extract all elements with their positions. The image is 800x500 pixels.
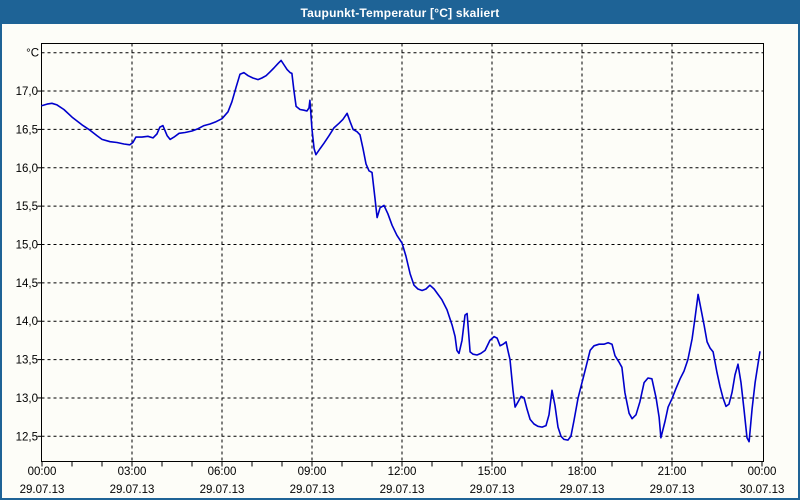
y-axis-label: 13,0 (16, 393, 38, 405)
y-axis-label: 17,0 (16, 86, 38, 98)
x-axis-date-label: 29.07.13 (20, 484, 65, 496)
x-axis-time-label: 21:00 (658, 466, 687, 478)
x-axis-date-label: 30.07.13 (740, 484, 785, 496)
chart-canvas: 17,0 16,5 16,0 15,5 15,0 14,5 14,0 13,5 13,0 12,5… (16, 43, 785, 496)
x-axis-date-label: 29.07.13 (470, 484, 515, 496)
window-title: Taupunkt-Temperatur [°C] skaliert (300, 6, 500, 20)
x-axis-date-label: 29.07.13 (650, 484, 695, 496)
x-axis-time-label: 12:00 (388, 466, 417, 478)
y-axis-label: 15,0 (16, 240, 38, 252)
x-axis-time-label: 00:00 (748, 466, 777, 478)
chart-area: 17,0 16,5 16,0 15,5 15,0 14,5 14,0 13,5 13,0 12,5… (2, 24, 798, 498)
dewpoint-temperature-line (41, 59, 761, 443)
y-axis-label: 16,5 (16, 124, 38, 136)
x-axis-time-label: 09:00 (298, 466, 327, 478)
y-axis-unit-label: °C (26, 48, 39, 60)
x-axis-date-label: 29.07.13 (290, 484, 335, 496)
x-axis-time-label: 15:00 (478, 466, 507, 478)
y-axis-label: 15,5 (16, 201, 38, 213)
y-axis-label: 14,5 (16, 278, 38, 290)
y-axis-label: 13,5 (16, 355, 38, 367)
x-axis-date-label: 29.07.13 (560, 484, 605, 496)
window-titlebar[interactable]: Taupunkt-Temperatur [°C] skaliert (2, 2, 798, 24)
x-axis-date-label: 29.07.13 (380, 484, 425, 496)
x-axis-date-label: 29.07.13 (200, 484, 245, 496)
x-axis-time-label: 00:00 (28, 466, 57, 478)
x-axis-time-label: 18:00 (568, 466, 597, 478)
y-axis-label: 16,0 (16, 163, 38, 175)
y-axis-label: 14,0 (16, 316, 38, 328)
y-axis-label: 12,5 (16, 431, 38, 443)
x-axis-time-label: 03:00 (118, 466, 147, 478)
x-axis-time-label: 06:00 (208, 466, 237, 478)
x-axis-date-label: 29.07.13 (110, 484, 155, 496)
